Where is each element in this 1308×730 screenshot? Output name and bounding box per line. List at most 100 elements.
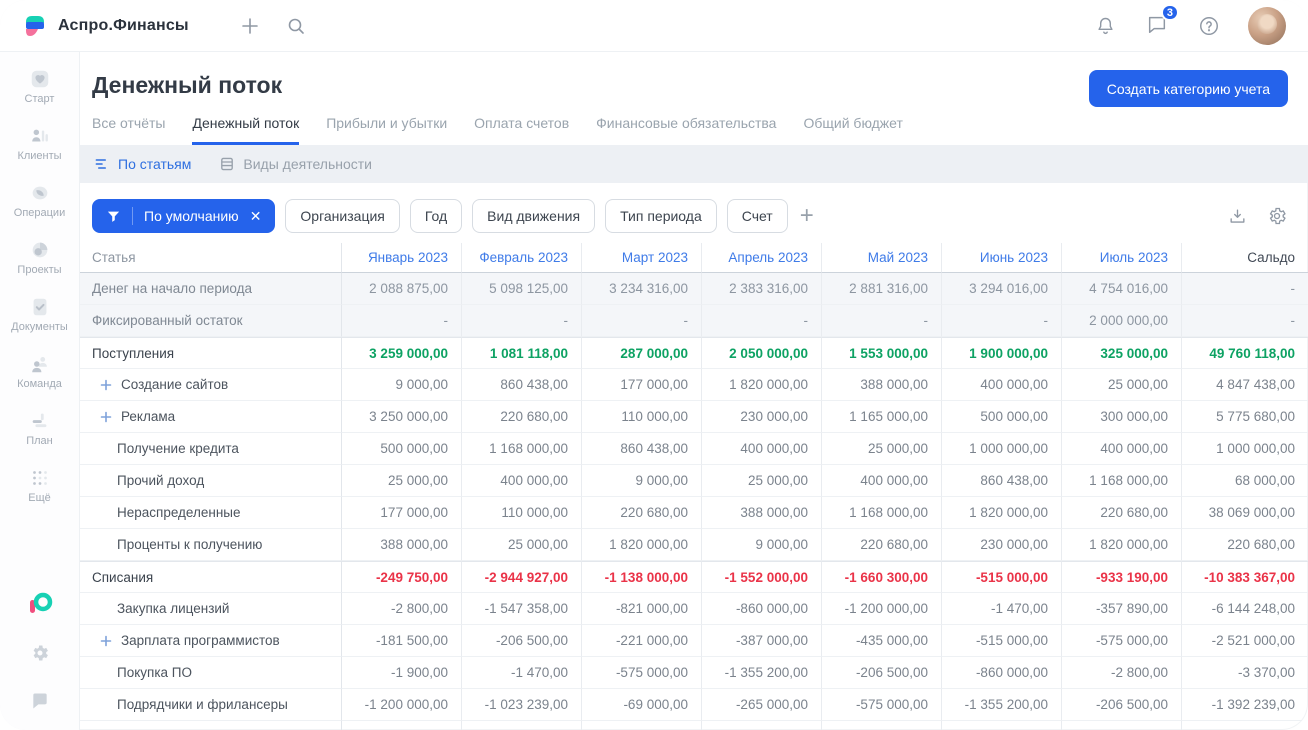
funnel-icon: [106, 209, 121, 224]
tab-all-reports[interactable]: Все отчёты: [92, 115, 166, 131]
filter-chip-year[interactable]: Год: [409, 199, 463, 233]
sidebar-item-operations[interactable]: Операции: [0, 182, 79, 219]
cell-value: 4 847 438,00: [1182, 369, 1308, 401]
row-label: Прочий доход: [80, 465, 342, 497]
sidebar-item-clients[interactable]: Клиенты: [0, 125, 79, 162]
cell-value: 5 098 125,00: [462, 273, 582, 305]
view-mode-band: По статьям Виды деятельности: [80, 145, 1308, 183]
table-row: Подрядчики и фрилансеры -1 200 000,00 -1 0…: [80, 689, 1308, 721]
cell-value: 500 000,00: [342, 433, 462, 465]
table-row: Зарплата программистов -181 500,00 -206 50…: [80, 625, 1308, 657]
row-label: Подрядчики и фрилансеры: [80, 689, 342, 721]
avatar[interactable]: [1248, 6, 1286, 45]
cell-value: 1 168 000,00: [1062, 465, 1182, 497]
sidebar-item-start[interactable]: Старт: [0, 68, 79, 105]
table-row: Создание сайтов 9 000,00 860 438,00 177 000…: [80, 369, 1308, 401]
aspro-product-logo-icon[interactable]: [27, 592, 53, 618]
sidebar-item-documents[interactable]: Документы: [0, 296, 79, 333]
row-label: Покупка ПО: [80, 657, 342, 689]
cell-value: 38 069 000,00: [1182, 497, 1308, 529]
notifications-icon[interactable]: [1092, 13, 1118, 39]
cell-value: -1 200 000,00: [342, 689, 462, 721]
row-label: Зарплата программистов: [80, 721, 342, 730]
cell-value: -821 000,00: [582, 721, 702, 730]
cell-value: 1 168 000,00: [462, 433, 582, 465]
cell-value: -860 000,00: [702, 593, 822, 625]
cell-value: -: [702, 305, 822, 337]
cell-value: -1 470,00: [462, 657, 582, 689]
help-icon[interactable]: [1196, 13, 1222, 39]
filter-chip-movement-type[interactable]: Вид движения: [472, 199, 596, 233]
cell-value: 1 000 000,00: [942, 433, 1062, 465]
add-button[interactable]: [237, 13, 263, 39]
cell-value: -: [342, 305, 462, 337]
cell-value: -1 547 358,00: [462, 721, 582, 730]
cell-value: -: [822, 305, 942, 337]
cell-value: 110 000,00: [462, 497, 582, 529]
expand-plus-icon[interactable]: [100, 379, 112, 391]
tab-profit-loss[interactable]: Прибыли и убытки: [326, 115, 448, 131]
cell-value: -2 800,00: [1062, 657, 1182, 689]
row-label: Получение кредита: [80, 433, 342, 465]
cell-value: 388 000,00: [342, 529, 462, 561]
cell-value: 400 000,00: [462, 465, 582, 497]
app-name: Аспро.Финансы: [58, 16, 189, 34]
cell-value: -1 392 239,00: [1182, 689, 1308, 721]
table-header-row: Статья Январь 2023 Февраль 2023 Март 2023 Ап…: [80, 243, 1308, 273]
table-row: Реклама 3 250 000,00 220 680,00 110 000,00 2…: [80, 401, 1308, 433]
close-icon[interactable]: ✕: [249, 208, 262, 224]
sidebar-item-plan[interactable]: План: [0, 410, 79, 447]
add-filter-button[interactable]: +: [799, 202, 814, 229]
cell-value: -1 660 300,00: [822, 561, 942, 593]
cell-value: 220 680,00: [462, 401, 582, 433]
messages-badge: 3: [1160, 4, 1179, 21]
settings-sidebar-icon[interactable]: [27, 640, 53, 666]
subtab-activity-types[interactable]: Виды деятельности: [219, 156, 372, 172]
row-label: Фиксированный остаток: [80, 305, 342, 337]
cell-value: 2 088 875,00: [342, 273, 462, 305]
sidebar-item-projects[interactable]: Проекты: [0, 239, 79, 276]
filter-chip-account[interactable]: Счет: [726, 199, 788, 233]
expand-plus-icon[interactable]: [100, 635, 112, 647]
cell-value: 287 000,00: [582, 337, 702, 369]
tab-general-budget[interactable]: Общий бюджет: [803, 115, 903, 131]
subtab-by-articles[interactable]: По статьям: [94, 156, 191, 172]
cell-value: 388 000,00: [702, 497, 822, 529]
search-icon[interactable]: [283, 13, 309, 39]
cell-value: 1 000 000,00: [1182, 433, 1308, 465]
filter-chip-period-type[interactable]: Тип периода: [605, 199, 717, 233]
cell-value: 3 234 316,00: [582, 273, 702, 305]
cell-value: 400 000,00: [942, 369, 1062, 401]
expand-plus-icon[interactable]: [100, 411, 112, 423]
tab-cash-flow[interactable]: Денежный поток: [192, 115, 300, 145]
sidebar-item-team[interactable]: Команда: [0, 353, 79, 390]
sidebar-item-label: Ещё: [28, 492, 51, 504]
table-row: Зарплата программистов-2 800,00-1 547 35…: [80, 721, 1308, 730]
cell-value: 300 000,00: [1062, 401, 1182, 433]
filter-chip-default[interactable]: По умолчанию ✕: [92, 199, 276, 233]
cell-value: -1 552 000,00: [702, 561, 822, 593]
filter-chip-organization[interactable]: Организация: [285, 199, 400, 233]
column-header-month: Июнь 2023: [942, 243, 1062, 273]
tab-financial-obligations[interactable]: Финансовые обязательства: [596, 115, 777, 131]
sidebar-item-label: Операции: [13, 207, 66, 219]
chip-divider: [132, 207, 133, 225]
feedback-chat-icon[interactable]: [27, 688, 53, 714]
download-icon[interactable]: [1226, 205, 1248, 227]
plan-icon: [29, 410, 51, 432]
cell-value: 860 438,00: [462, 369, 582, 401]
clients-icon: [29, 125, 51, 147]
sidebar-item-label: Клиенты: [17, 150, 62, 162]
create-category-button[interactable]: Создать категорию учета: [1088, 70, 1288, 107]
tab-bill-payment[interactable]: Оплата счетов: [474, 115, 570, 131]
cell-value: 2 383 316,00: [702, 273, 822, 305]
column-header-month: Февраль 2023: [462, 243, 582, 273]
start-icon: [29, 68, 51, 90]
cell-value: 25 000,00: [342, 465, 462, 497]
cell-value: -1 200 000,00: [822, 721, 942, 730]
sidebar: Старт Клиенты Операции Проекты Документы Кома…: [0, 52, 80, 730]
gear-icon[interactable]: [1266, 205, 1288, 227]
sidebar-item-more[interactable]: Ещё: [0, 467, 79, 504]
cell-value: -10 383 367,00: [1182, 561, 1308, 593]
cell-value: 230 000,00: [702, 401, 822, 433]
